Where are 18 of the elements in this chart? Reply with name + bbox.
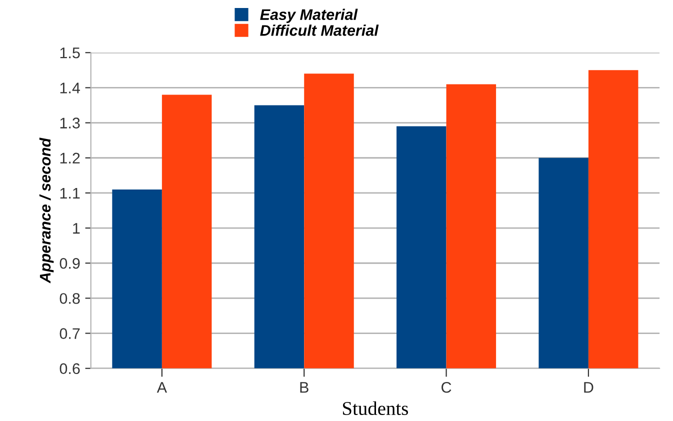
x-axis-title: Students <box>343 401 408 416</box>
x-tick-label: D <box>584 382 594 393</box>
y-axis-title: Apperance / second <box>39 138 54 284</box>
y-tick-label: 1.2 <box>60 152 80 164</box>
x-tick-label: B <box>300 382 308 393</box>
legend-label: Difficult Material <box>260 24 379 36</box>
y-tick-label: 1.5 <box>60 48 80 58</box>
y-tick-label: 1.4 <box>60 82 80 94</box>
x-tick-label: C <box>442 382 452 393</box>
y-tick-label: 1.1 <box>60 188 80 198</box>
x-tick-label: A <box>156 382 168 393</box>
y-tick-label: 1.3 <box>60 118 80 128</box>
y-tick-label: 0.8 <box>60 293 80 304</box>
y-tick-label: 0.6 <box>60 363 80 374</box>
legend-label: Easy Material <box>260 8 358 24</box>
y-tick-label: 0.7 <box>60 328 80 339</box>
y-tick-label: 0.9 <box>60 258 80 269</box>
y-tick-label: 1 <box>73 223 80 234</box>
